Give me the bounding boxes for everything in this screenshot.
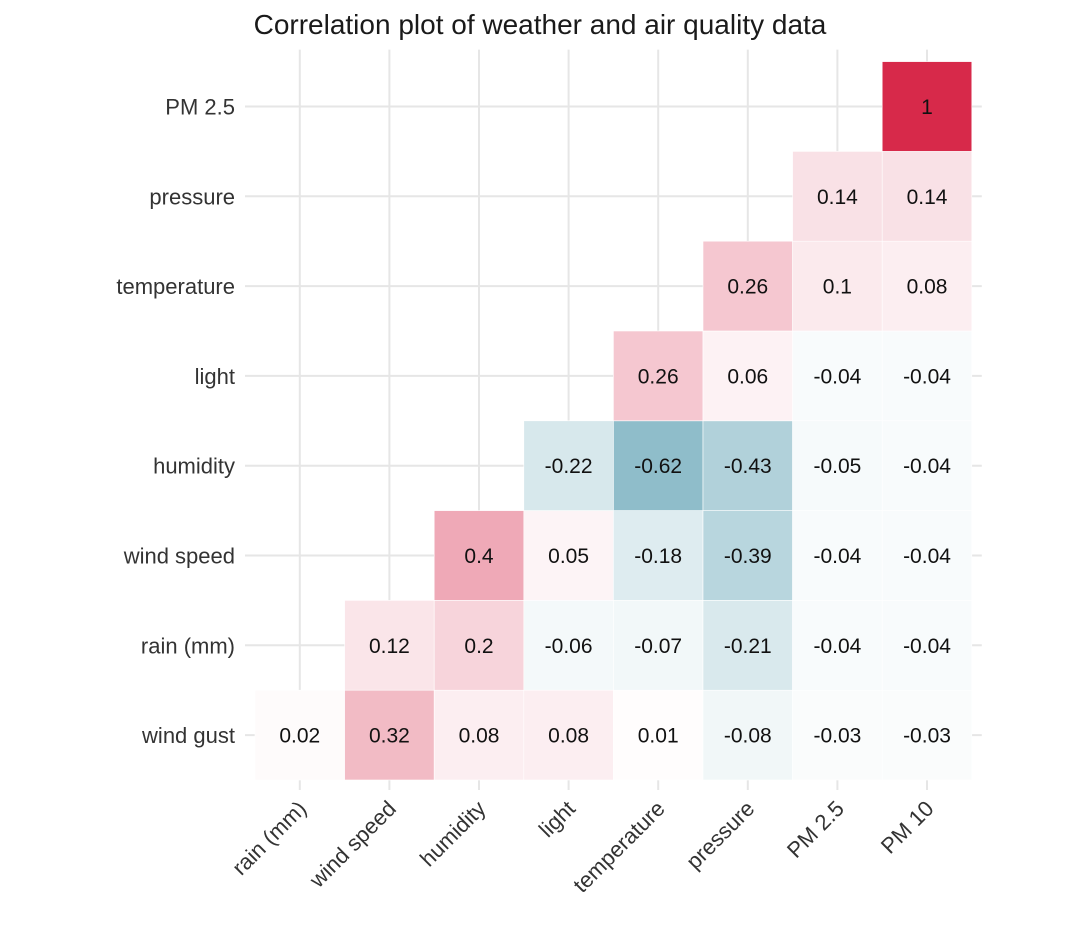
chart-title: Correlation plot of weather and air qual… <box>254 9 827 40</box>
heatmap-cell <box>613 330 704 422</box>
y-tick-label: rain (mm) <box>141 633 235 658</box>
cell-value-label: -0.04 <box>813 545 861 568</box>
cell-value-label: -0.03 <box>903 725 951 748</box>
heatmap-cell <box>881 689 973 781</box>
cell-value-label: 0.1 <box>823 276 852 299</box>
cell-value-label: 0.08 <box>548 725 589 748</box>
cell-value-label: -0.04 <box>903 545 951 568</box>
heatmap-cell <box>792 240 883 332</box>
cell-value-label: 0.26 <box>727 276 768 299</box>
heatmap-cell <box>881 151 973 242</box>
heatmap-cell <box>433 600 525 691</box>
x-tick-label: temperature <box>568 796 670 898</box>
y-tick-label: temperature <box>116 274 235 299</box>
cell-value-label: -0.03 <box>813 725 861 748</box>
heatmap-cell <box>792 510 883 601</box>
cell-value-label: -0.04 <box>903 635 951 658</box>
heatmap-cell <box>702 240 793 332</box>
y-tick-label: PM 2.5 <box>165 95 235 120</box>
heatmap-cell <box>792 689 883 781</box>
heatmap-cell <box>613 689 704 781</box>
y-axis-labels: wind gust rain (mm) wind speed humidity ligh… <box>116 95 235 749</box>
cell-value-label: 0.12 <box>369 635 410 658</box>
cell-value-label: 0.26 <box>638 365 679 388</box>
cell-value-label: 0.14 <box>907 186 948 209</box>
y-tick-label: wind speed <box>123 544 235 569</box>
heatmap-cell <box>613 600 704 691</box>
x-tick-label: light <box>534 796 580 842</box>
heatmap-cell <box>433 689 525 781</box>
heatmap-cell <box>792 151 883 242</box>
cell-value-label: -0.05 <box>813 455 861 478</box>
cell-value-label: -0.06 <box>545 635 593 658</box>
cell-value-label: -0.08 <box>724 725 772 748</box>
cell-value-label: -0.04 <box>813 365 861 388</box>
cell-value-label: -0.21 <box>724 635 772 658</box>
x-axis-labels: rain (mm)wind speed humidity lighttemperat… <box>227 796 938 898</box>
cell-value-label: 0.2 <box>464 635 493 658</box>
cell-value-label: -0.62 <box>634 455 682 478</box>
cell-value-label: 0.08 <box>907 276 948 299</box>
cell-value-label: 0.06 <box>727 365 768 388</box>
cell-value-label: 0.01 <box>638 725 679 748</box>
y-tick-label: humidity <box>153 454 235 479</box>
cell-value-label: -0.43 <box>724 455 772 478</box>
heatmap-cell <box>702 330 793 422</box>
cell-value-label: -0.39 <box>724 545 772 568</box>
x-tick-label: humidity <box>415 796 491 872</box>
heatmap-cell <box>433 510 525 601</box>
cell-value-label: -0.07 <box>634 635 682 658</box>
cell-value-label: -0.04 <box>813 635 861 658</box>
heatmap-cell <box>881 420 973 511</box>
heatmap-cell <box>344 600 435 691</box>
x-tick-label: rain (mm) <box>227 796 311 880</box>
heatmap-cells: 0.02 0.32 0.08 0.08 0.01 -0.08 -0.03 -0.03 0.12 0… <box>254 61 973 781</box>
heatmap-cell <box>254 689 345 781</box>
heatmap-cell <box>523 510 614 601</box>
cell-value-label: -0.22 <box>545 455 593 478</box>
cell-value-label: 1 <box>921 96 933 119</box>
heatmap-cell <box>702 510 793 601</box>
heatmap-cell <box>344 689 435 781</box>
heatmap-cell <box>881 600 973 691</box>
y-tick-label: wind gust <box>141 723 235 748</box>
heatmap-cell <box>613 510 704 601</box>
cell-value-label: 0.02 <box>279 725 320 748</box>
heatmap-cell <box>523 600 614 691</box>
x-tick-label: wind speed <box>304 796 401 893</box>
heatmap-cell <box>613 420 704 511</box>
cell-value-label: -0.18 <box>634 545 682 568</box>
cell-value-label: 0.32 <box>369 725 410 748</box>
heatmap-cell <box>523 689 614 781</box>
y-tick-label: pressure <box>149 184 235 209</box>
x-tick-label: PM 10 <box>876 796 939 859</box>
cell-value-label: 0.08 <box>459 725 500 748</box>
heatmap-cell <box>881 330 973 422</box>
cell-value-label: 0.14 <box>817 186 858 209</box>
y-tick-label: light <box>195 364 235 389</box>
heatmap-cell <box>792 600 883 691</box>
x-tick-label: PM 2.5 <box>782 796 849 863</box>
x-tick-label: pressure <box>681 796 759 874</box>
heatmap-cell <box>523 420 614 511</box>
heatmap-cell <box>881 61 973 152</box>
cell-value-label: 0.4 <box>464 545 494 568</box>
heatmap-cell <box>702 600 793 691</box>
heatmap-cell <box>881 510 973 601</box>
cell-value-label: -0.04 <box>903 455 951 478</box>
heatmap-cell <box>702 689 793 781</box>
cell-value-label: 0.05 <box>548 545 589 568</box>
cell-value-label: -0.04 <box>903 365 951 388</box>
